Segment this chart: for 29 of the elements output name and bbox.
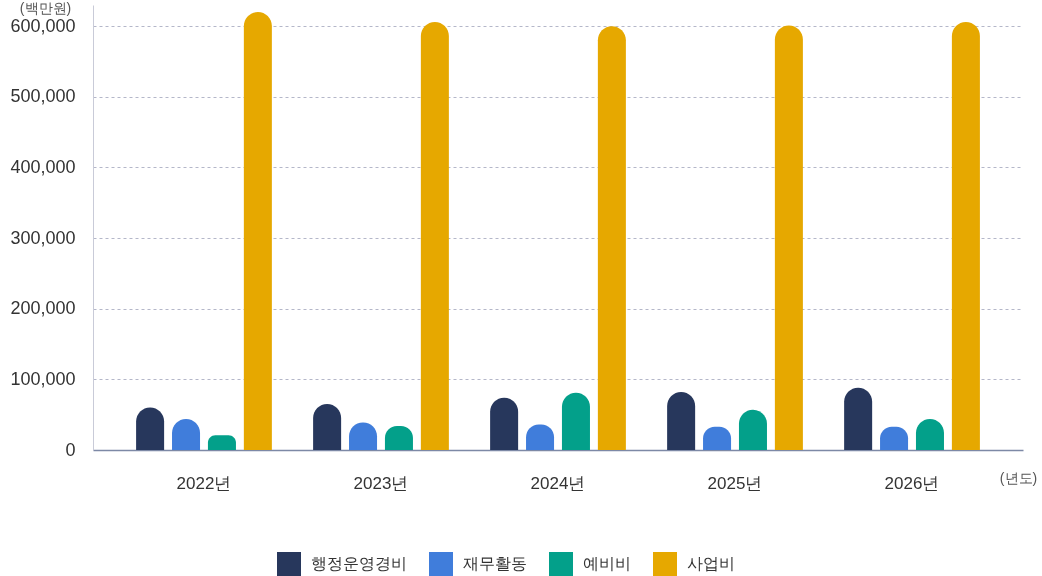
- bar: [490, 397, 519, 450]
- y-axis-title: (백만원): [19, 0, 72, 16]
- bar: [207, 435, 236, 450]
- bar: [313, 404, 342, 450]
- y-tick-label: 0: [65, 439, 76, 460]
- legend-label: 예비비: [583, 555, 631, 572]
- x-tick-label: 2024년: [530, 473, 586, 493]
- bar: [597, 26, 626, 450]
- y-tick-label: 300,000: [10, 227, 76, 248]
- x-tick-label: 2026년: [884, 473, 940, 493]
- bar: [420, 21, 449, 450]
- y-tick-label: 200,000: [10, 298, 76, 319]
- bar: [844, 387, 873, 450]
- x-axis-title: (년도): [999, 469, 1038, 486]
- x-tick-label: 2023년: [353, 473, 409, 493]
- x-tick-label: 2025년: [707, 473, 763, 493]
- y-tick-label: 500,000: [10, 86, 76, 107]
- legend-label: 사업비: [687, 555, 735, 572]
- bar: [951, 21, 980, 450]
- bar: [243, 12, 272, 450]
- y-tick-label: 400,000: [10, 156, 76, 177]
- bar: [667, 392, 696, 450]
- y-tick-label: 600,000: [10, 15, 76, 36]
- x-tick-label: 2022년: [176, 473, 232, 493]
- legend-label: 행정운영경비: [311, 555, 407, 572]
- y-tick-label: 100,000: [10, 368, 76, 389]
- bar: [774, 25, 803, 450]
- legend-label: 재무활동: [463, 555, 527, 572]
- bar: [561, 392, 590, 450]
